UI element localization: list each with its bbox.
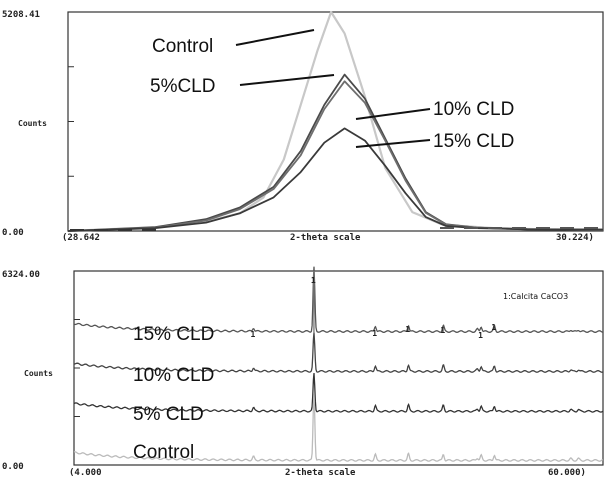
bottom-ymin-tick: 0.00 [2,462,24,472]
series-label-control: Control [133,442,194,463]
top-x-axis-label: 2-theta scale [290,233,361,243]
peak-label: 1 [478,331,483,340]
bottom-plot-frame [73,270,604,466]
series-label-5cld: 5% CLD [133,404,204,425]
leader-10cld [355,108,431,120]
peak-label: 1 [491,323,496,332]
peak-label: 1 [440,326,445,335]
bottom-y-axis-label: Counts [24,369,53,378]
top-chart: 5208.41 0.00 Counts (28.642 2-theta scal… [2,10,604,243]
peak-labels: 111 1 111 [251,276,497,340]
annotation-10cld: 10% CLD [433,99,514,120]
leader-control [235,29,315,46]
annotation-control: Control [152,36,213,57]
bottom-series-10-cld [73,332,604,373]
top-axis-ticks [68,66,74,177]
top-y-axis-label: Counts [18,119,47,128]
leader-5cld [239,74,335,86]
phase-label: 1:Calcita CaCO3 [503,292,568,301]
top-xmax-tick: 30.224) [556,233,594,243]
bottom-series-5-cld [73,372,604,413]
top-ymin-tick: 0.00 [2,228,24,238]
peak-label: 1 [405,325,410,334]
bottom-xmax-tick: 60.000) [548,468,586,478]
bottom-chart: 6324.00 0.00 Counts (4.000 2-theta scale… [2,266,604,478]
bottom-series-group [73,266,604,462]
peak-label: 1 [311,276,316,285]
top-series-group [67,10,604,233]
bottom-series-15-cld [73,266,604,333]
bottom-x-axis-label: 2-theta scale [285,468,356,478]
bottom-axis-ticks [74,319,80,417]
bottom-xmin-tick: (4.000 [69,468,102,478]
bottom-series-control [73,393,604,462]
bottom-ymax-tick: 6324.00 [2,270,40,280]
series-label-10cld: 10% CLD [133,365,214,386]
top-plot-frame [67,11,604,232]
peak-label: 1 [251,330,256,339]
top-ymax-tick: 5208.41 [2,10,40,20]
annotation-15cld: 15% CLD [433,131,514,152]
series-label-15cld: 15% CLD [133,324,214,345]
top-xmin-tick: (28.642 [62,233,100,243]
top-series-15-cld [67,127,604,232]
annotation-5cld: 5%CLD [150,76,215,97]
leader-15cld [355,139,431,148]
peak-label: 1 [372,329,377,338]
